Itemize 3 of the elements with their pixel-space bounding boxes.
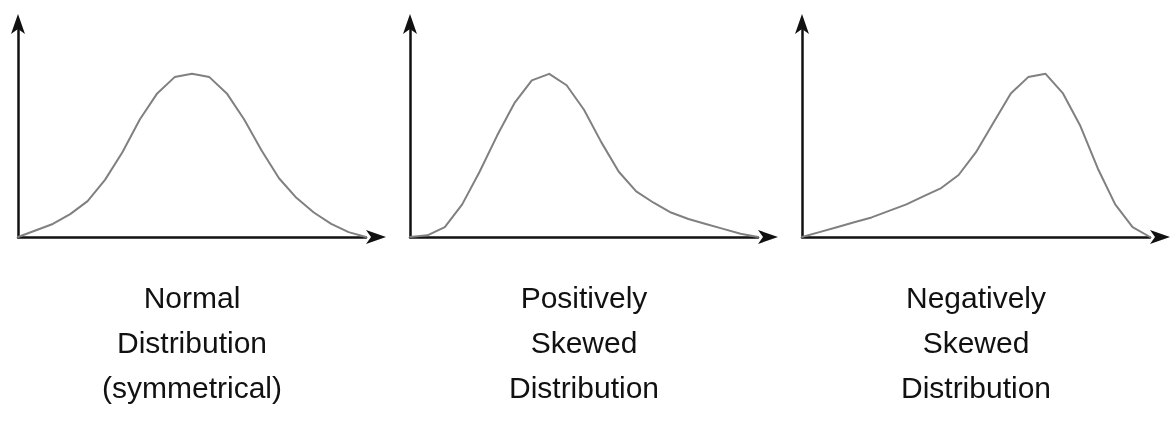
x-axis-title: Positively Skewed Distribution [508, 281, 660, 404]
x-axis-title: Normal Distribution (symmetrical) [102, 281, 282, 404]
x-axis-title: Negatively Skewed Distribution [900, 281, 1052, 404]
